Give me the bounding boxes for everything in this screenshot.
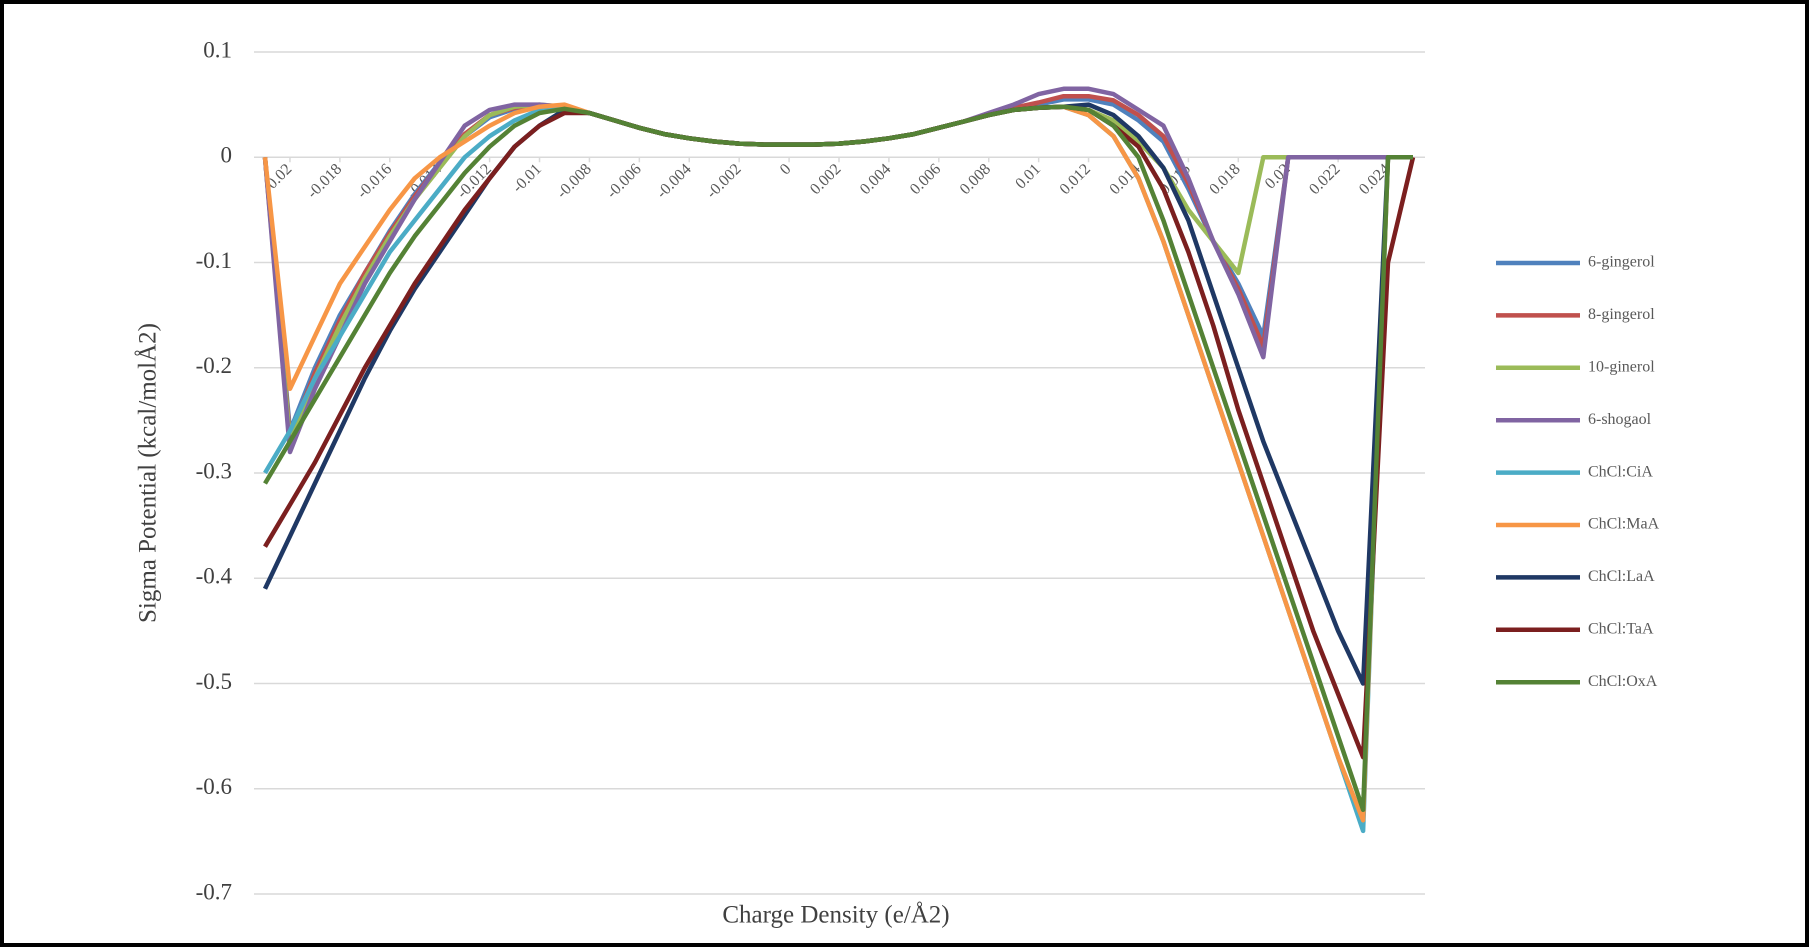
plot-lines [262, 86, 1416, 834]
y-tick-label: -0.4 [196, 564, 233, 589]
y-tick-label: -0.3 [196, 458, 232, 483]
y-tick-label: -0.6 [196, 774, 232, 799]
series-line [263, 104, 1413, 813]
legend-label: 10-ginerol [1588, 358, 1655, 375]
legend-label: ChCl:TaA [1588, 620, 1654, 637]
y-tick-label: -0.1 [196, 248, 232, 273]
x-axis-title: Charge Density (e/Å2) [722, 902, 949, 929]
y-axis-title: Sigma Potential (kcal/molÅ2) [135, 323, 162, 623]
y-tick-label: -0.7 [196, 879, 232, 904]
y-tick-label: 0 [221, 143, 233, 168]
y-tick-label: -0.2 [196, 353, 232, 378]
legend-label: ChCl:LaA [1588, 568, 1655, 585]
legend-label: 6-shogaol [1588, 411, 1652, 428]
legend: 6-gingerol 8-gingerol 10-ginerol 6-shogaol C… [1496, 254, 1660, 690]
y-tick-label: 0.1 [203, 37, 232, 62]
legend-label: 8-gingerol [1588, 306, 1655, 323]
legend-label: ChCl:MaA [1588, 516, 1660, 533]
legend-label: ChCl:OxA [1588, 673, 1658, 690]
y-tick-label: -0.5 [196, 669, 232, 694]
legend-label: 6-gingerol [1588, 254, 1655, 271]
legend-label: ChCl:CiA [1588, 463, 1653, 480]
